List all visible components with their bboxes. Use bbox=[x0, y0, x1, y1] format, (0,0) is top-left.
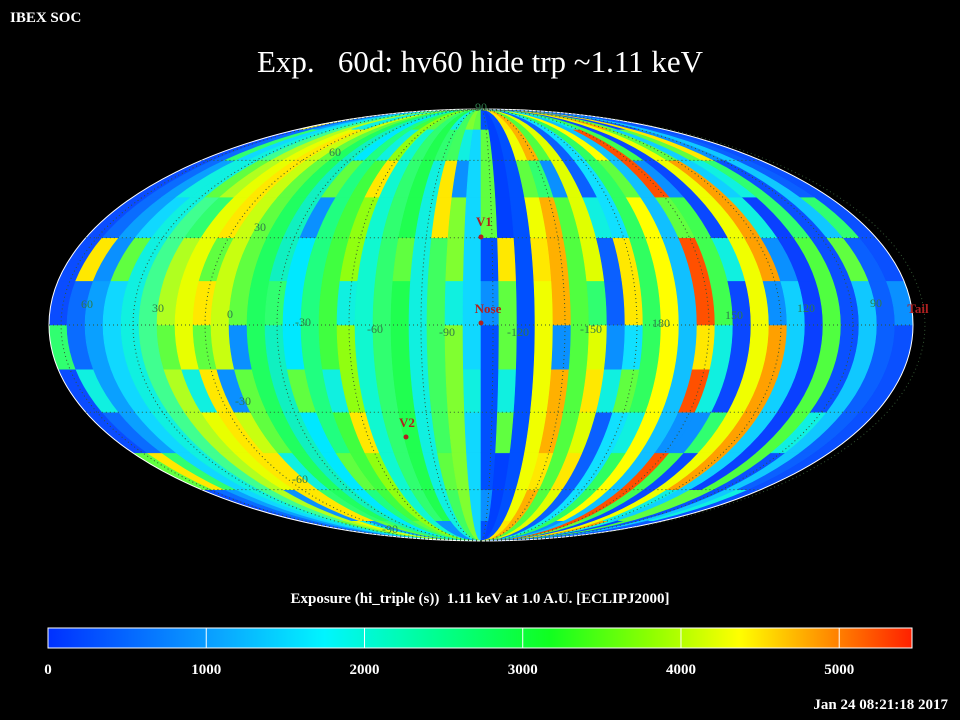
map-cell bbox=[445, 237, 465, 282]
header: IBEX SOC bbox=[10, 10, 81, 26]
sky-map bbox=[49, 109, 913, 541]
map-cell bbox=[551, 324, 572, 370]
map-cell bbox=[466, 160, 482, 198]
grid-label: -60 bbox=[292, 472, 308, 486]
map-cell bbox=[464, 411, 482, 454]
map-cell bbox=[427, 237, 449, 282]
map-cell bbox=[466, 452, 482, 490]
map-cell bbox=[480, 411, 498, 454]
timestamp: Jan 24 08:21:18 2017 bbox=[813, 697, 948, 713]
marker-dot bbox=[478, 320, 484, 326]
colorbar-tick-label: 1000 bbox=[191, 662, 221, 678]
map-cell bbox=[480, 368, 499, 413]
map-cell bbox=[463, 237, 482, 282]
grid-label: -90 bbox=[382, 522, 398, 536]
grid-label: 180 bbox=[652, 316, 670, 330]
map-cell bbox=[408, 324, 429, 370]
grid-label: 60 bbox=[81, 297, 93, 311]
map-cell bbox=[390, 324, 411, 370]
grid-label: -60 bbox=[367, 322, 383, 336]
marker-label: Nose bbox=[475, 301, 502, 316]
grid-label: -150 bbox=[580, 322, 602, 336]
map-cell bbox=[621, 324, 644, 370]
map-cell bbox=[445, 368, 465, 413]
map-cell bbox=[480, 324, 500, 370]
title: Exp. 60d: hv60 hide trp ~1.11 keV bbox=[257, 44, 704, 79]
grid-label: 90 bbox=[870, 296, 882, 310]
colorbar-tick-label: 3000 bbox=[508, 662, 538, 678]
grid-label: 150 bbox=[725, 308, 743, 322]
map-cell bbox=[533, 324, 554, 370]
map-cell bbox=[463, 368, 482, 413]
map-cell bbox=[515, 280, 536, 326]
colorbar-tick-label: 2000 bbox=[349, 662, 379, 678]
grid-label: 60 bbox=[329, 145, 341, 159]
marker-label: Tail bbox=[907, 301, 929, 316]
grid-label: 0 bbox=[227, 307, 233, 321]
map-cell bbox=[336, 280, 359, 326]
map-cell bbox=[426, 280, 447, 326]
map-cell bbox=[639, 324, 662, 370]
colorbar-tick-label: 5000 bbox=[824, 662, 854, 678]
map-cell bbox=[427, 368, 449, 413]
marker-dot bbox=[478, 234, 484, 240]
map-cell bbox=[408, 280, 429, 326]
map-cell bbox=[603, 280, 626, 326]
colorbar bbox=[47, 627, 913, 649]
grid-label: 30 bbox=[254, 220, 266, 234]
meridian bbox=[480, 108, 782, 542]
map-cell bbox=[551, 280, 572, 326]
meridian bbox=[276, 108, 482, 542]
grid-label: -120 bbox=[507, 325, 529, 339]
map-cell bbox=[390, 280, 411, 326]
grid-label: 30 bbox=[152, 301, 164, 315]
map-cell bbox=[568, 280, 590, 326]
colorbar-tick-label: 0 bbox=[44, 662, 52, 678]
grid-label: 90 bbox=[475, 100, 487, 114]
map-cell bbox=[372, 280, 394, 326]
grid-label: -30 bbox=[295, 315, 311, 329]
marker-dot bbox=[403, 434, 409, 440]
grid-label: 120 bbox=[797, 301, 815, 315]
meridian bbox=[480, 108, 494, 542]
map-cell bbox=[603, 324, 626, 370]
marker-label: V1 bbox=[476, 214, 492, 229]
map-cell bbox=[462, 324, 482, 370]
map-cell bbox=[444, 280, 464, 326]
colorbar-ticks: 0 1000 2000 3000 4000 5000 bbox=[44, 628, 854, 678]
map-cell bbox=[533, 280, 554, 326]
map-cell bbox=[586, 280, 608, 326]
map-cell bbox=[336, 324, 359, 370]
colorbar-tick-label: 4000 bbox=[666, 662, 696, 678]
grid-label: -90 bbox=[439, 325, 455, 339]
colorbar-label: Exposure (hi_triple (s)) 1.11 keV at 1.0… bbox=[290, 591, 669, 607]
map-cell bbox=[497, 368, 517, 413]
map-cell bbox=[498, 280, 518, 326]
map-cell bbox=[480, 237, 499, 282]
map-cell bbox=[621, 280, 644, 326]
map-cell bbox=[497, 237, 517, 282]
map-labels: 90 60 30 60 30 0 -30 -60 -90 -120 -150 180 150 120 90 -… bbox=[81, 100, 929, 536]
grid-label: -30 bbox=[235, 394, 251, 408]
map-cell bbox=[354, 280, 376, 326]
marker-label: V2 bbox=[399, 415, 415, 430]
